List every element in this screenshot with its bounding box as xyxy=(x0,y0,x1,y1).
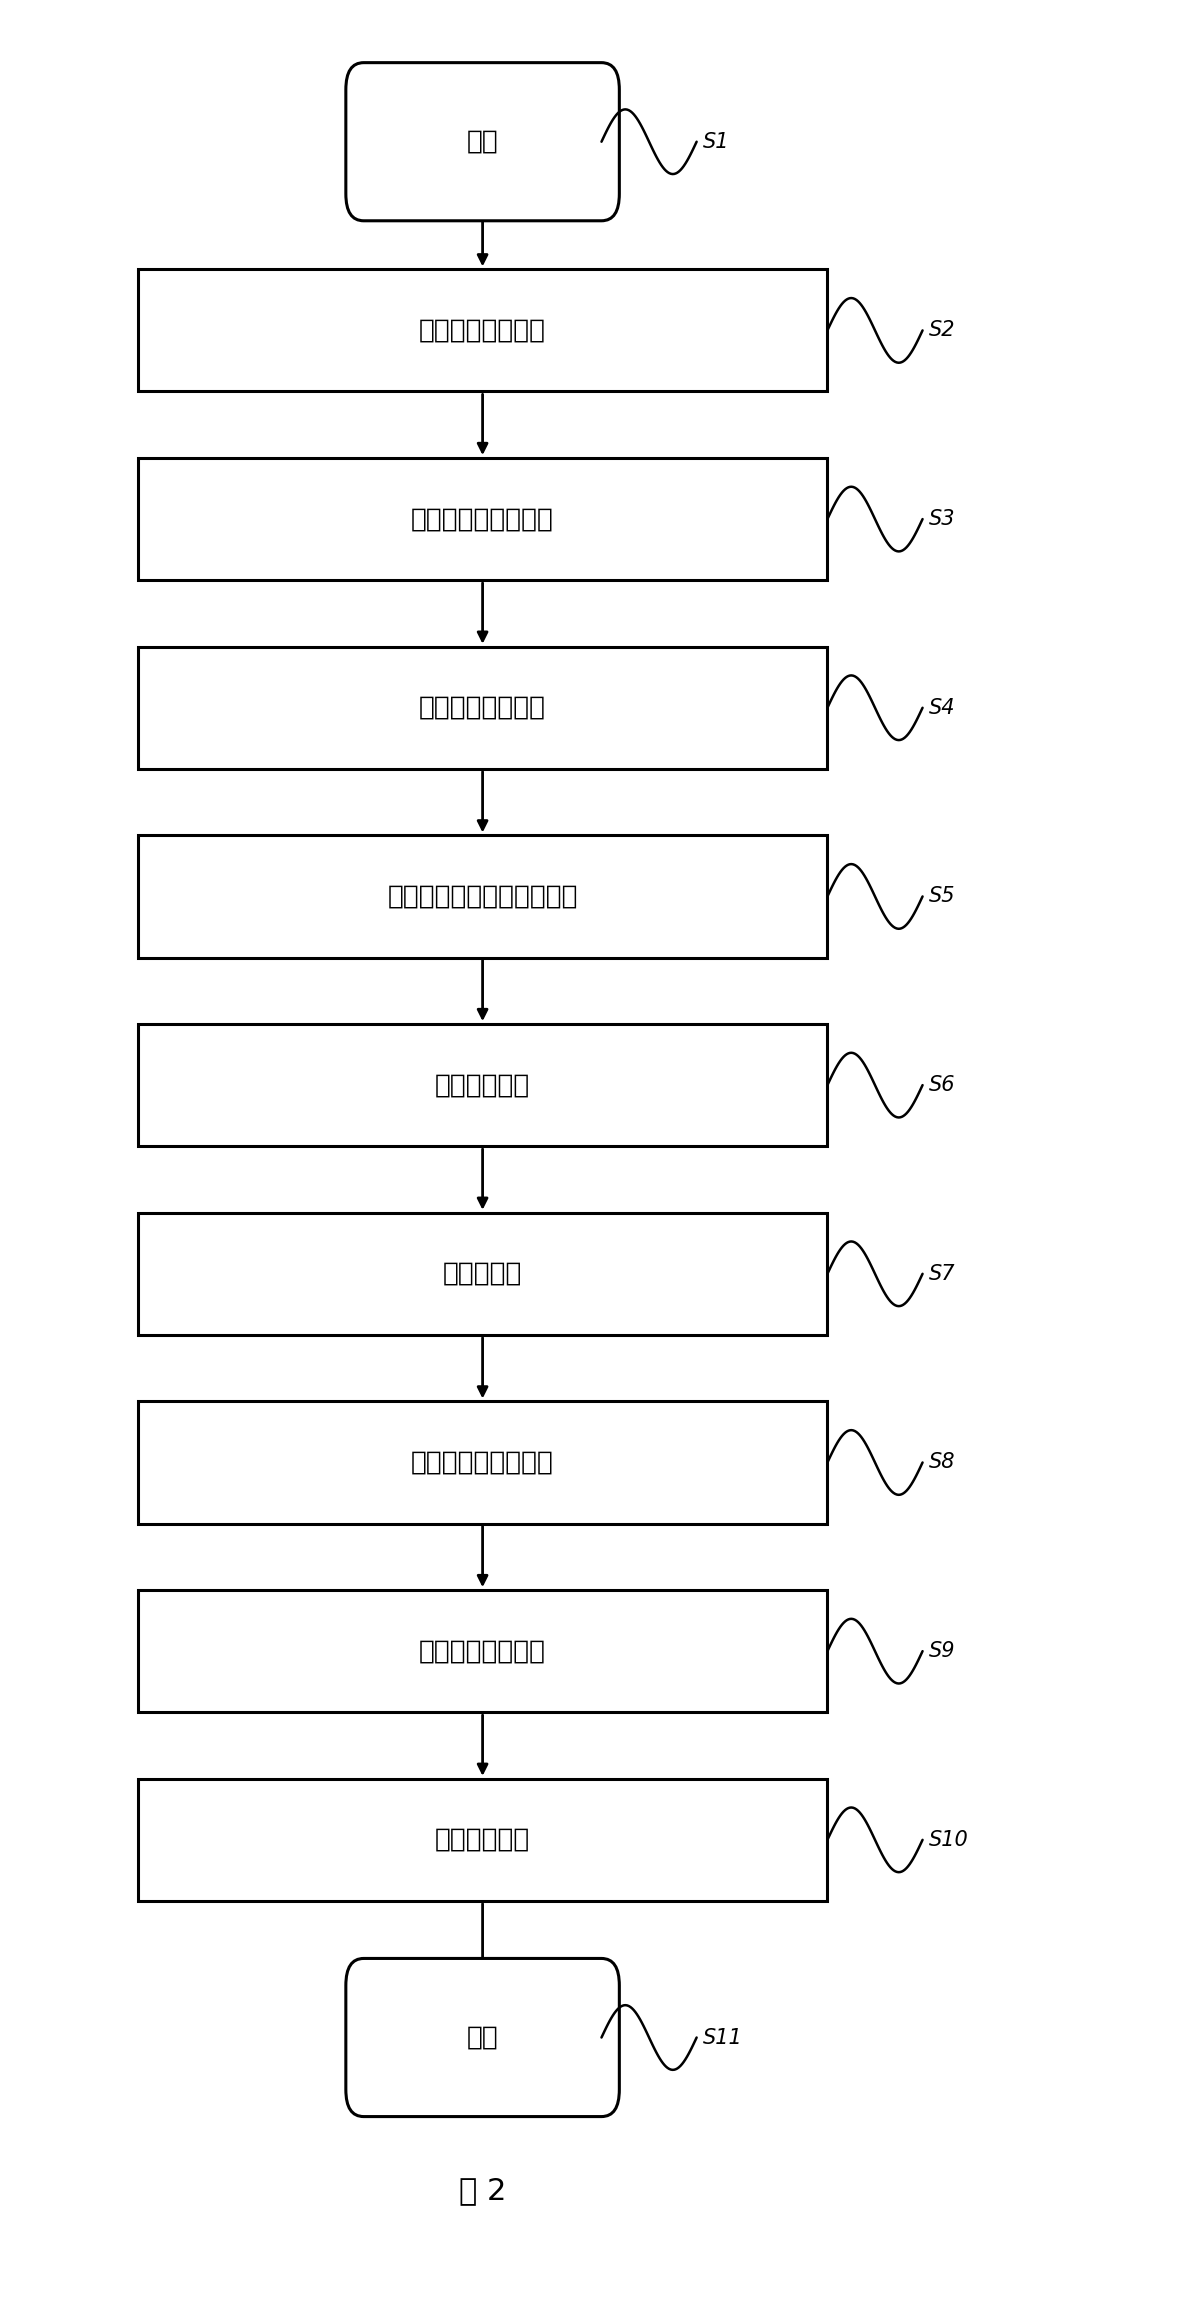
Text: S2: S2 xyxy=(929,319,955,340)
FancyBboxPatch shape xyxy=(345,1958,620,2117)
FancyBboxPatch shape xyxy=(138,646,828,768)
Text: 创建搜索树: 创建搜索树 xyxy=(443,1261,522,1287)
FancyBboxPatch shape xyxy=(138,1213,828,1335)
Text: 把匹配对组合为元组: 把匹配对组合为元组 xyxy=(411,507,555,532)
Text: 结束: 结束 xyxy=(467,2025,498,2050)
Text: 查找匹配结果: 查找匹配结果 xyxy=(435,1826,531,1854)
FancyBboxPatch shape xyxy=(138,1402,828,1523)
Text: S5: S5 xyxy=(929,886,955,907)
Text: S1: S1 xyxy=(703,132,729,153)
FancyBboxPatch shape xyxy=(138,268,828,391)
Text: 用代价函数来评估有效元组: 用代价函数来评估有效元组 xyxy=(387,884,577,909)
Text: S7: S7 xyxy=(929,1263,955,1284)
FancyBboxPatch shape xyxy=(138,458,828,581)
Text: 在结果空间中分簇: 在结果空间中分簇 xyxy=(419,1638,546,1664)
Text: S10: S10 xyxy=(929,1830,968,1849)
Text: S3: S3 xyxy=(929,509,955,530)
Text: 编译元组列表: 编译元组列表 xyxy=(435,1071,531,1099)
Text: 开始: 开始 xyxy=(467,130,498,155)
FancyBboxPatch shape xyxy=(138,1779,828,1900)
Text: 图 2: 图 2 xyxy=(458,2175,506,2205)
FancyBboxPatch shape xyxy=(138,1025,828,1145)
Text: S11: S11 xyxy=(703,2027,742,2048)
FancyBboxPatch shape xyxy=(138,835,828,958)
Text: S6: S6 xyxy=(929,1076,955,1095)
FancyBboxPatch shape xyxy=(345,62,620,220)
Text: 确定匹配率和假定率: 确定匹配率和假定率 xyxy=(411,1449,555,1476)
Text: 检验元组的有效性: 检验元组的有效性 xyxy=(419,694,546,720)
Text: 查找可能的匹配对: 查找可能的匹配对 xyxy=(419,317,546,342)
FancyBboxPatch shape xyxy=(138,1590,828,1712)
Text: S4: S4 xyxy=(929,699,955,717)
Text: S8: S8 xyxy=(929,1453,955,1472)
Text: S9: S9 xyxy=(929,1641,955,1661)
